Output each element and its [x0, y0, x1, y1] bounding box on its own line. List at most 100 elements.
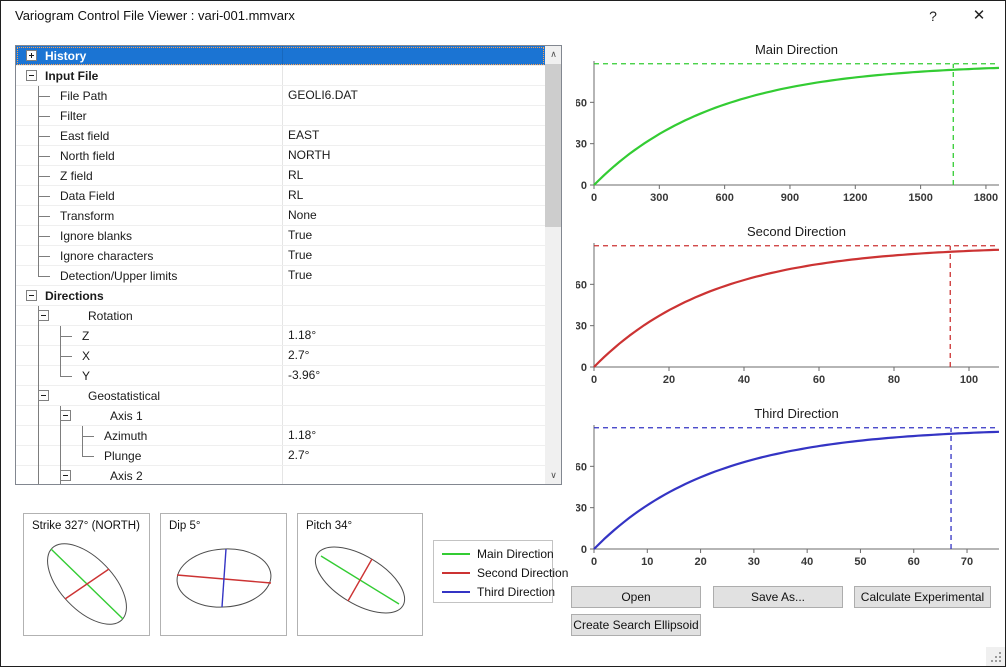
main-direction-plot: Main Direction03006009001200150018000306…	[576, 41, 1004, 209]
legend-item-third: Third Direction	[442, 585, 555, 599]
tree-row-input-file[interactable]: Input File	[16, 66, 545, 86]
tree-row-axis-2[interactable]: Axis 2	[16, 466, 545, 485]
tree-row-east-field[interactable]: East fieldEAST	[16, 126, 545, 146]
create-search-ellipsoid-button[interactable]: Create Search Ellipsoid	[571, 614, 701, 636]
scrollbar-thumb[interactable]	[545, 64, 562, 227]
tree-connector	[30, 426, 52, 446]
tree-connector	[30, 266, 52, 286]
tree-indent	[22, 346, 30, 366]
svg-text:80: 80	[888, 374, 900, 386]
property-tree[interactable]: History Input FileFile PathGEOLI6.DATFilt…	[15, 45, 562, 485]
tree-row-label: Azimuth	[104, 429, 147, 443]
tree-row-ignore-characters[interactable]: Ignore charactersTrue	[16, 246, 545, 266]
tree-connector	[30, 346, 52, 366]
tree-row-label: History	[45, 49, 86, 63]
save-as-button[interactable]: Save As...	[713, 586, 843, 608]
svg-text:20: 20	[694, 556, 706, 568]
collapse-icon[interactable]	[26, 290, 37, 301]
tree-row-value[interactable]: RL	[288, 166, 303, 185]
collapse-icon[interactable]	[38, 310, 49, 321]
tree-connector	[52, 446, 74, 466]
svg-text:0: 0	[581, 180, 587, 192]
tree-indent	[22, 386, 30, 406]
tree-row-data-field[interactable]: Data FieldRL	[16, 186, 545, 206]
second-direction-plot: Second Direction02040608010003060	[576, 223, 1004, 391]
second-direction-chart: Second Direction02040608010003060	[576, 223, 1004, 391]
svg-text:600: 600	[715, 192, 733, 204]
tree-row-value[interactable]: -3.96°	[288, 366, 320, 385]
tree-row-value[interactable]: True	[288, 246, 312, 265]
tree-connector	[74, 426, 96, 446]
tree-row-value[interactable]: True	[288, 266, 312, 285]
tree-row-axis-1[interactable]: Axis 1	[16, 406, 545, 426]
tree-indent	[22, 146, 30, 166]
tree-row-plunge[interactable]: Plunge 2.7°	[16, 446, 545, 466]
tree-row-label: North field	[60, 149, 115, 163]
help-button[interactable]: ?	[913, 1, 953, 31]
scroll-up-icon[interactable]: ∧	[545, 46, 562, 63]
tree-indent	[22, 466, 30, 486]
tree-row-filter[interactable]: Filter	[16, 106, 545, 126]
tree-row-north-field[interactable]: North field NORTH	[16, 146, 545, 166]
tree-indent	[22, 226, 30, 246]
tree-row-ignore-blanks[interactable]: Ignore blanksTrue	[16, 226, 545, 246]
tree-row-z-field[interactable]: Z fieldRL	[16, 166, 545, 186]
collapse-icon[interactable]	[60, 410, 71, 421]
svg-text:60: 60	[576, 461, 587, 473]
legend-label-second: Second Direction	[477, 566, 568, 580]
tree-row-value[interactable]: RL	[288, 186, 303, 205]
svg-text:70: 70	[961, 556, 973, 568]
svg-text:1200: 1200	[843, 192, 867, 204]
tree-row-z[interactable]: Z1.18°	[16, 326, 545, 346]
resize-grip-icon[interactable]	[986, 647, 1005, 666]
main-direction-chart: Main Direction03006009001200150018000306…	[576, 41, 1004, 209]
scroll-down-icon[interactable]: ∨	[545, 467, 562, 484]
dip-ellipse-panel: Dip 5°	[160, 513, 287, 636]
tree-row-x[interactable]: X 2.7°	[16, 346, 545, 366]
strike-minor-axis-line	[65, 569, 109, 599]
tree-row-value[interactable]: 2.7°	[288, 446, 309, 465]
tree-connector	[52, 426, 74, 446]
tree-row-label: Plunge	[104, 449, 141, 463]
tree-row-file-path[interactable]: File PathGEOLI6.DAT	[16, 86, 545, 106]
tree-row-directions[interactable]: Directions	[16, 286, 545, 306]
tree-row-label: Detection/Upper limits	[60, 269, 177, 283]
tree-row-value[interactable]: 1.18°	[288, 426, 316, 445]
tree-row-geostatistical[interactable]: Geostatistical	[16, 386, 545, 406]
svg-text:900: 900	[781, 192, 799, 204]
tree-row-history[interactable]: History	[16, 46, 545, 66]
tree-indent	[22, 106, 30, 126]
close-button[interactable]: ✕	[959, 1, 999, 31]
tree-row-azimuth[interactable]: Azimuth 1.18°	[16, 426, 545, 446]
tree-row-value[interactable]: 2.7°	[288, 346, 309, 365]
tree-row-label: X	[82, 349, 90, 363]
vertical-scrollbar[interactable]: ∧ ∨	[545, 46, 562, 484]
collapse-icon[interactable]	[38, 390, 49, 401]
tree-row-y[interactable]: Y-3.96°	[16, 366, 545, 386]
collapse-icon[interactable]	[26, 70, 37, 81]
tree-row-value[interactable]: GEOLI6.DAT	[288, 86, 358, 105]
title-bar: Variogram Control File Viewer : vari-001…	[1, 1, 1005, 31]
tree-row-detection-upper-limits[interactable]: Detection/Upper limits True	[16, 266, 545, 286]
tree-connector	[30, 86, 52, 106]
tree-row-value[interactable]: NORTH	[288, 146, 330, 165]
tree-row-value[interactable]: None	[288, 206, 317, 225]
tree-indent	[22, 186, 30, 206]
dip-ellipse-drawing	[161, 514, 286, 635]
tree-row-transform[interactable]: TransformNone	[16, 206, 545, 226]
calculate-experimental-button[interactable]: Calculate Experimental	[854, 586, 991, 608]
tree-row-value[interactable]: 1.18°	[288, 326, 316, 345]
tree-row-rotation[interactable]: Rotation	[16, 306, 545, 326]
collapse-icon[interactable]	[60, 470, 71, 481]
svg-text:40: 40	[738, 374, 750, 386]
expand-icon[interactable]	[26, 50, 37, 61]
svg-text:30: 30	[576, 139, 587, 151]
svg-text:60: 60	[576, 279, 587, 291]
open-button[interactable]: Open	[571, 586, 701, 608]
tree-indent	[22, 266, 30, 286]
tree-row-value[interactable]: EAST	[288, 126, 319, 145]
legend-label-main: Main Direction	[477, 547, 554, 561]
svg-text:40: 40	[801, 556, 813, 568]
tree-indent	[22, 326, 30, 346]
tree-row-value[interactable]: True	[288, 226, 312, 245]
